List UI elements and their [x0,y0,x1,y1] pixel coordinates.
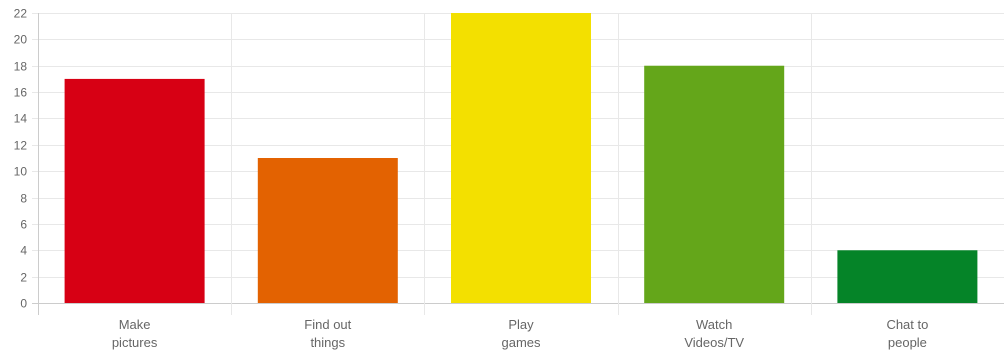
x-tick-label-line: pictures [112,335,158,350]
x-tick-label-line: Find out [304,317,351,332]
y-tick-label: 8 [20,192,27,206]
y-tick-label: 10 [14,165,28,179]
x-tick-label-line: things [310,335,345,350]
x-tick-label: Play games [501,317,541,350]
bar [257,158,398,303]
x-tick-label-line: Videos/TV [684,335,744,350]
x-tick-label-line: Chat to [886,317,928,332]
x-tick-label-line: Make [119,317,151,332]
axis-layer: 0 2 4 6 8 10 12 14 16 18 20 22 Make pictures Find out t… [14,7,929,351]
y-tick-label: 6 [20,218,27,232]
bar [64,78,205,303]
x-tick-label: Chat to people [886,317,928,350]
x-tick-label-line: games [501,335,541,350]
y-tick-label: 22 [14,7,28,21]
x-tick-label-line: Play [508,317,534,332]
bar [644,65,785,304]
y-tick-label: 12 [14,139,28,153]
y-tick-label: 18 [14,60,28,74]
y-tick-label: 0 [20,297,27,311]
x-tick-label-line: people [888,335,927,350]
x-tick-label: Find out things [304,317,351,350]
y-tick-label: 20 [14,33,28,47]
bar [451,13,591,303]
x-tick-label-line: Watch [696,317,732,332]
bar [837,250,978,303]
x-tick-label: Make pictures [112,317,158,350]
bars-layer [64,13,978,304]
y-tick-label: 14 [14,112,28,126]
x-tick-label: Watch Videos/TV [684,317,744,350]
y-tick-label: 2 [20,271,27,285]
y-tick-label: 4 [20,244,27,258]
y-tick-label: 16 [14,86,28,100]
